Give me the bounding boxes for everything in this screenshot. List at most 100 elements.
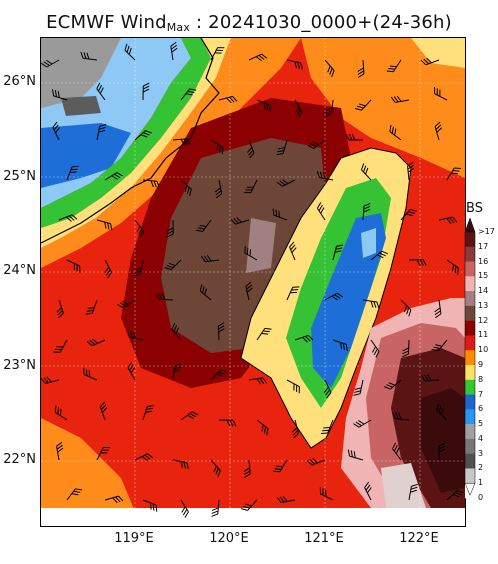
- orange-band-coast: [41, 38, 301, 268]
- colorbar-swatch: [465, 424, 475, 440]
- wind-barb: [66, 259, 81, 273]
- wind-barb: [294, 334, 314, 343]
- colorbar-swatch: [465, 291, 475, 307]
- wind-barb: [243, 459, 251, 478]
- colorbar-top-arrow: [464, 218, 476, 233]
- chart-title: ECMWF WindMax : 20241030_0000+(24-36h): [0, 12, 498, 34]
- wind-barb: [332, 339, 348, 352]
- wind-barb: [218, 419, 237, 427]
- title-suffix: : 20241030_0000+(24-36h): [190, 12, 452, 33]
- wind-barb: [217, 322, 225, 341]
- wind-barb: [392, 442, 402, 461]
- colorbar-tick-label: 12: [478, 315, 489, 325]
- wind-barb: [446, 259, 459, 275]
- wind-barb: [321, 419, 334, 435]
- wind-barb: [291, 419, 300, 439]
- wind-barb: [420, 57, 440, 66]
- wind-barb: [434, 299, 442, 319]
- wind-barb: [389, 124, 402, 141]
- wind-barb: [142, 179, 160, 188]
- wind-barb: [210, 459, 221, 477]
- orange-region-ne: [301, 38, 465, 178]
- colorbar-tick-label: 11: [478, 330, 489, 340]
- wind-barb: [421, 374, 440, 382]
- wind-barb: [306, 457, 326, 466]
- wind-barb: [155, 292, 174, 301]
- light-patch-s: [381, 463, 426, 508]
- wind-barb: [408, 483, 419, 501]
- wind-barb: [400, 208, 417, 221]
- wind-barb: [256, 327, 272, 341]
- wind-barb: [230, 217, 250, 225]
- wind-barb: [357, 59, 365, 78]
- lat-label-25: 25°N: [3, 169, 36, 184]
- wind-barb: [400, 299, 412, 317]
- wind-barb: [345, 133, 363, 141]
- colorbar-tick-label: 16: [478, 256, 489, 266]
- wind-barb: [402, 339, 410, 358]
- wind-barb: [307, 139, 326, 149]
- colorbar-title: BS: [466, 201, 483, 216]
- dark-gray-patch: [61, 96, 101, 116]
- graticule: [41, 38, 465, 526]
- map-area: [40, 37, 466, 527]
- yellow-region-ne: [411, 38, 465, 68]
- wind-barb: [364, 481, 372, 501]
- wind-barb: [142, 82, 150, 101]
- wind-barb: [370, 339, 380, 358]
- lon-label-119: 119°E: [114, 531, 154, 546]
- wind-map: [41, 38, 465, 526]
- colorbar-swatch: [465, 232, 475, 248]
- wind-barbs: [41, 41, 464, 518]
- colorbar-tick-label: 9: [478, 360, 484, 369]
- orange-region-sw: [41, 418, 141, 526]
- wind-barb: [319, 487, 334, 501]
- wind-barb: [434, 121, 443, 141]
- wind-barb: [142, 499, 158, 512]
- wind-barb: [353, 379, 364, 396]
- wind-barb: [362, 299, 380, 309]
- wind-barb: [134, 219, 145, 238]
- colorbar-tick-label: 5: [478, 419, 484, 429]
- wind-barb: [248, 377, 268, 385]
- wind-barb: [199, 284, 212, 301]
- wind-barb: [117, 299, 136, 309]
- wind-barb: [272, 459, 288, 473]
- wind-barb: [286, 379, 300, 394]
- wind-barb: [362, 202, 371, 221]
- colorbar-tick-label: 0: [478, 493, 484, 502]
- wind-barb: [127, 362, 136, 381]
- colorbar-tick-label: 3: [478, 448, 484, 458]
- wind-barb: [196, 219, 212, 232]
- wind-barb: [286, 59, 303, 70]
- wind-barb: [96, 123, 107, 141]
- wind-barb: [390, 95, 410, 103]
- wind-barb: [172, 363, 182, 381]
- colorbar-swatch: [465, 468, 475, 484]
- lat-label-24: 24°N: [3, 263, 36, 278]
- wind-barb: [134, 130, 152, 141]
- wind-barb: [210, 47, 225, 61]
- wind-barb: [210, 369, 228, 381]
- colorbar-swatch: [465, 350, 475, 366]
- wind-barb: [384, 379, 402, 390]
- lat-label-22: 22°N: [3, 452, 36, 467]
- colorbar-swatch: [465, 335, 475, 351]
- wind-barb: [408, 259, 427, 266]
- colorbar-swatch: [465, 453, 475, 469]
- wind-barb: [96, 447, 111, 461]
- wind-barb: [244, 246, 258, 261]
- wind-barb: [56, 441, 64, 461]
- lon-label-120: 120°E: [209, 531, 249, 546]
- wind-barb: [66, 165, 79, 181]
- bottom-blank-band: [41, 508, 465, 526]
- wind-barb: [142, 405, 154, 421]
- wind-barb: [80, 51, 98, 61]
- wind-barb: [316, 170, 334, 181]
- wind-barb: [104, 495, 124, 504]
- colorbar-tick-label: 14: [478, 286, 489, 296]
- colorbar-swatch: [465, 305, 475, 321]
- wind-barb: [436, 403, 448, 421]
- wind-barb: [370, 250, 389, 261]
